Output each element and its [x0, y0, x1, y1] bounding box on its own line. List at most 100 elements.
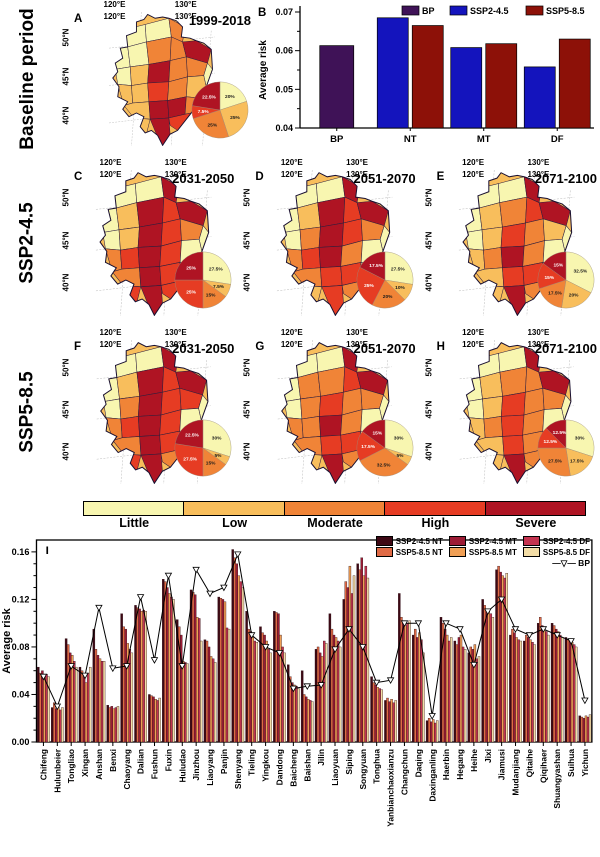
bp-marker	[317, 682, 325, 689]
x-tick-label: BP	[330, 134, 344, 145]
row-label-text: SSP2-4.5	[17, 202, 39, 284]
risk-share-pie-F: 30% 5% 15% 27.5% 22.5%	[174, 419, 232, 477]
bp-marker	[414, 620, 423, 628]
pie-slice-label: 5%	[396, 453, 404, 459]
latitude-label: 45°N	[61, 67, 71, 86]
pie-slice-label: 25%	[364, 283, 374, 289]
pie-slice-label: 25%	[207, 123, 217, 129]
bp-marker	[220, 584, 228, 592]
bp-marker	[428, 713, 436, 720]
longitude-label: 120°E	[280, 340, 303, 349]
x-tick-label-city: Huludao	[177, 749, 187, 783]
bp-marker	[484, 608, 492, 616]
x-tick-label-city: Dalian	[136, 749, 146, 774]
pie-slice-label: 30%	[575, 436, 585, 442]
series-ssp5-8.5-mt	[43, 565, 588, 743]
legend-label: SSP5-8.5	[546, 6, 585, 16]
legend-label: SSP5-8.5 DF	[542, 547, 590, 557]
legend-swatch[interactable]	[522, 536, 540, 546]
map-panel-H: 120°E 130°E 50°N 45°N 40°N H 2071-2100 30% 17.5%…	[419, 328, 600, 496]
x-tick-label-city: Tongliao	[66, 749, 76, 783]
x-tick-label-city: Daxinganling	[427, 749, 437, 802]
bar-SSP5-8.5-MT	[485, 43, 518, 129]
map-region	[317, 366, 346, 397]
pie-slice-little	[565, 419, 595, 457]
latitude-label: 40°N	[242, 273, 252, 292]
map-region	[136, 196, 165, 228]
latitude-label: 50°N	[61, 29, 71, 47]
pie-slice-label: 15%	[206, 461, 216, 467]
legend-swatch[interactable]	[375, 536, 393, 546]
pie-slice-label: 15%	[544, 275, 554, 281]
bp-marker	[511, 626, 520, 633]
row-label-baseline: Baseline period	[0, 0, 56, 158]
legend-swatch[interactable]	[448, 536, 466, 546]
bar-SSP2-4.5-MT	[450, 47, 483, 129]
map-panel-D: 120°E 130°E 50°N 45°N 40°N D 2051-2070 27.5% 10%…	[237, 158, 418, 328]
x-tick-label-city: Hegang	[455, 749, 465, 780]
map-body: 50°N 45°N 40°N D 2051-2070 27.5% 10% 20% 25% 17.5…	[243, 170, 418, 316]
pie-slice-label: 25%	[230, 115, 240, 121]
panel-letter: B	[258, 7, 266, 19]
legend-swatch[interactable]	[448, 547, 466, 557]
y-tick-label: 0.04	[12, 690, 30, 700]
bp-marker	[122, 663, 131, 670]
panel-letter: F	[74, 341, 82, 353]
legend-label: SSP5-8.5 NT	[395, 547, 443, 557]
risk-legend-label: Moderate	[307, 516, 363, 530]
pie-slice-label: 17.5%	[570, 458, 584, 464]
map-panel-E: 120°E 130°E 50°N 45°N 40°N E 2071-2100 32.5% 20%…	[419, 158, 600, 328]
map-region	[463, 377, 483, 402]
legend-swatch[interactable]	[375, 547, 393, 557]
legend-label: SSP2-4.5 NT	[395, 536, 443, 546]
pie-slice-high	[174, 279, 204, 309]
pie-slice-severe	[542, 251, 567, 281]
map-region	[129, 64, 150, 86]
risk-legend-cell-little: Little	[83, 501, 185, 530]
legend-label: SSP2-4.5 DF	[542, 536, 590, 546]
map-region	[147, 60, 171, 84]
latitude-label: 40°N	[61, 442, 71, 460]
map-region	[319, 245, 343, 269]
panel-letter: I	[46, 545, 49, 557]
pie-slice-label: 20%	[569, 293, 579, 299]
bp-marker	[386, 677, 395, 685]
map-region	[320, 266, 343, 288]
map-body: 50°N 45°N 40°N H 2071-2100 30% 17.5% 27.5% 12.5%…	[424, 340, 600, 484]
map-region	[123, 101, 151, 120]
pie-slice-label: 12.5%	[553, 430, 567, 436]
legend-item-ssp2-4.5-nt: SSP2-4.5 NT	[375, 536, 443, 546]
map-region	[182, 40, 212, 64]
map-region	[100, 377, 120, 402]
bp-marker	[497, 596, 506, 604]
row-label-ssp585: SSP5-8.5	[0, 328, 56, 496]
legend-swatch-SSP5-8.5	[525, 5, 544, 16]
bp-marker	[95, 604, 103, 612]
longitude-label: 130°E	[527, 158, 550, 167]
x-tick-label-city: Fuxin	[163, 749, 173, 771]
map-body: 50°N 45°N 40°N A 1999-2018 20% 25% 25% 7.5% 22.5%	[61, 12, 254, 146]
x-tick-label-city: Chifeng	[38, 749, 48, 780]
legend-label: SSP2-4.5 MT	[468, 536, 517, 546]
panel-period-label: 2071-2100	[534, 341, 597, 356]
map-bottom-axis: 120°E 130°E	[56, 170, 237, 182]
pie-slice-low	[219, 101, 249, 137]
x-tick-label-city: Siping	[344, 749, 354, 775]
choropleth-map-H	[459, 340, 574, 484]
pie-slice-label: 27.5%	[548, 458, 562, 464]
map-region	[139, 434, 162, 456]
map-region	[462, 207, 482, 233]
legend-swatch-SSP2-4.5	[449, 5, 468, 16]
longitude-label: 130°E	[174, 0, 197, 9]
x-tick-label-city: Haerbin	[441, 749, 451, 780]
pie-slice-label: 10%	[395, 285, 405, 291]
x-tick-label-city: Yanbianchaoxianzu	[386, 749, 396, 827]
risk-legend-label: High	[421, 516, 450, 530]
map-region	[320, 434, 343, 456]
map-bottom-axis: 120°E 130°E	[237, 340, 418, 352]
legend-swatch[interactable]	[522, 547, 540, 557]
bp-marker	[470, 662, 478, 669]
y-tick-label: 0.12	[12, 594, 30, 604]
pie-slice-label: 22.5%	[185, 433, 199, 439]
panel-period-label: 1999-2018	[188, 13, 251, 28]
